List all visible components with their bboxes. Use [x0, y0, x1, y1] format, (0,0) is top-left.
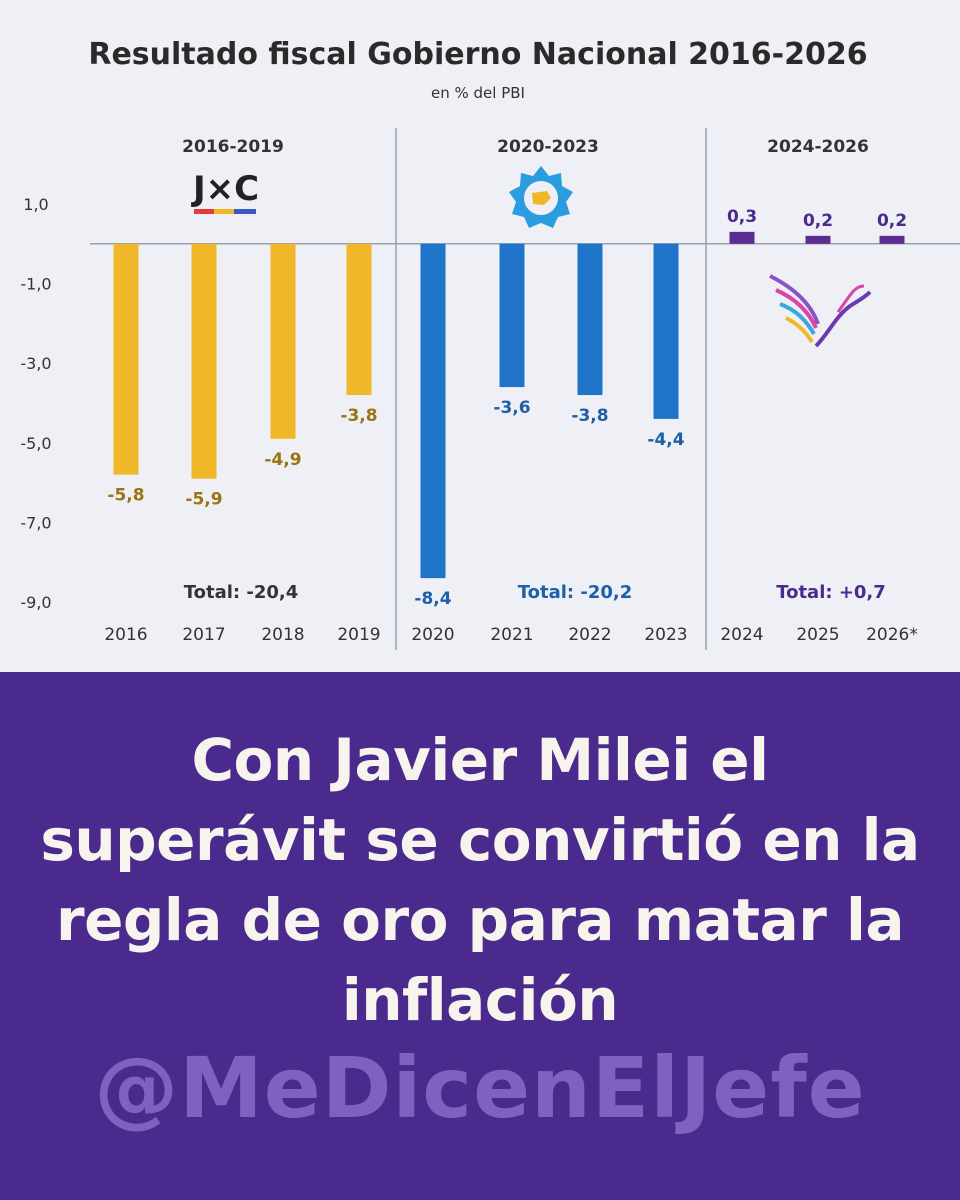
- x-tick-label: 2017: [182, 625, 225, 645]
- data-label-2024: 0,3: [727, 207, 757, 227]
- eagle-head: [836, 284, 865, 313]
- y-tick-label: -7,0: [20, 513, 51, 532]
- eagle-feather-pink: [775, 288, 818, 329]
- eagle-wing-icon: [769, 274, 820, 325]
- bar-2019: [346, 243, 372, 396]
- bar-2023: [653, 243, 679, 419]
- x-tick-label: 2019: [337, 625, 380, 645]
- y-tick-label: 1,0: [23, 195, 48, 214]
- period-header-2016-2019: 2016-2019: [182, 137, 284, 157]
- eagle-logo: [769, 274, 872, 348]
- y-tick-label: -1,0: [20, 275, 51, 294]
- data-label-2026: 0,2: [877, 211, 907, 231]
- data-label-2016: -5,8: [107, 486, 144, 506]
- x-tick-label: 2020: [411, 625, 454, 645]
- y-axis: 1,0 -1,0 -3,0 -5,0 -7,0 -9,0: [20, 195, 51, 612]
- jxc-logo-text: J×C: [191, 169, 259, 209]
- y-tick-label: -9,0: [20, 593, 51, 612]
- x-tick-label: 2025: [796, 625, 839, 645]
- period-header-2020-2023: 2020-2023: [497, 137, 599, 157]
- jxc-logo-stripe-red: [194, 209, 214, 214]
- data-label-2022: -3,8: [571, 406, 608, 426]
- period-header-2024-2026: 2024-2026: [767, 137, 869, 157]
- bar-2024: [729, 231, 755, 244]
- x-tick-label: 2024: [720, 625, 763, 645]
- argentina-map-icon: [532, 191, 551, 205]
- x-tick-label: 2016: [104, 625, 147, 645]
- caption-panel: Con Javier Milei el superávit se convirt…: [0, 672, 960, 1200]
- x-tick-label: 2022: [568, 625, 611, 645]
- jxc-logo-stripe-yellow: [214, 209, 234, 214]
- data-label-2018: -4,9: [264, 450, 301, 470]
- data-label-2020: -8,4: [414, 589, 451, 609]
- chart-subtitle: en % del PBI: [431, 84, 525, 102]
- x-tick-label: 2018: [261, 625, 304, 645]
- period-total-2024-2026: Total: +0,7: [776, 582, 886, 603]
- y-tick-label: -5,0: [20, 434, 51, 453]
- x-tick-label: 2021: [490, 625, 533, 645]
- data-label-2023: -4,4: [647, 430, 684, 450]
- data-label-2025: 0,2: [803, 211, 833, 231]
- bar-2016: [113, 243, 139, 475]
- chart-title: Resultado fiscal Gobierno Nacional 2016-…: [88, 37, 867, 72]
- period-totals: Total: -20,4 Total: -20,2 Total: +0,7: [184, 582, 886, 603]
- data-label-2017: -5,9: [185, 490, 222, 510]
- data-label-2019: -3,8: [340, 406, 377, 426]
- jxc-logo-stripe-blue: [234, 209, 256, 214]
- period-headers: 2016-2019 2020-2023 2024-2026: [182, 137, 869, 157]
- sun-badge-logo: [509, 166, 573, 228]
- data-label-2021: -3,6: [493, 398, 530, 418]
- bar-2018: [270, 243, 296, 439]
- x-tick-label: 2023: [644, 625, 687, 645]
- eagle-feather-blue: [779, 302, 816, 336]
- value-labels: -5,8 -5,9 -4,9 -3,8 -8,4 -3,6 -3,8 -4,4 0,3 0,2 0,…: [107, 207, 907, 609]
- period-total-2016-2019: Total: -20,4: [184, 582, 299, 603]
- fiscal-result-chart: Resultado fiscal Gobierno Nacional 2016-…: [20, 37, 960, 650]
- period-total-2020-2023: Total: -20,2: [518, 582, 633, 603]
- bar-2025: [805, 235, 831, 244]
- x-axis: 2016 2017 2018 2019 2020 2021 2022 2023 2024 2025…: [104, 625, 918, 645]
- headline-text: Con Javier Milei el superávit se convirt…: [40, 726, 920, 1034]
- eagle-feather-yellow: [785, 316, 814, 344]
- author-handle: @MeDicenElJefe: [94, 1039, 866, 1137]
- bar-2026: [879, 235, 905, 244]
- bars: [113, 231, 905, 579]
- bar-2022: [577, 243, 603, 396]
- bar-2021: [499, 243, 525, 388]
- jxc-logo: J×C: [191, 169, 259, 214]
- y-tick-label: -3,0: [20, 354, 51, 373]
- x-tick-label: 2026*: [866, 625, 918, 645]
- bar-2017: [191, 243, 217, 479]
- eagle-body: [814, 290, 872, 348]
- bar-2020: [420, 243, 446, 579]
- chart-panel: Resultado fiscal Gobierno Nacional 2016-…: [0, 0, 960, 672]
